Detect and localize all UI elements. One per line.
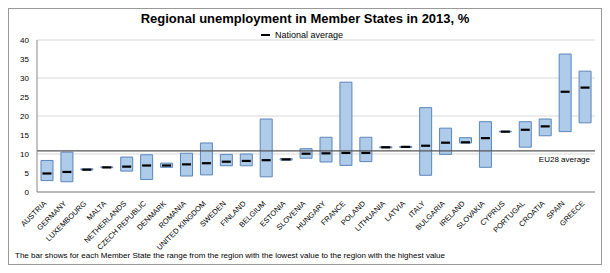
svg-text:GREECE: GREECE — [558, 199, 587, 228]
svg-text:NETHERLANDS: NETHERLANDS — [82, 199, 129, 245]
svg-text:35: 35 — [20, 55, 29, 64]
svg-text:HUNGARY: HUNGARY — [295, 199, 328, 232]
svg-text:30: 30 — [20, 74, 29, 83]
svg-text:10: 10 — [20, 150, 29, 159]
svg-text:FRANCE: FRANCE — [319, 199, 348, 228]
svg-text:LITHUANIA: LITHUANIA — [353, 199, 387, 233]
svg-text:BULGARIA: BULGARIA — [413, 199, 447, 233]
svg-text:25: 25 — [20, 93, 29, 102]
svg-text:15: 15 — [20, 131, 29, 140]
svg-text:PORTUGAL: PORTUGAL — [491, 199, 527, 235]
svg-text:MALTA: MALTA — [84, 199, 109, 223]
html-text:Regional unemployment in Membe: Regional unemployment in Member States i… — [140, 11, 470, 26]
svg-text:ITALY: ITALY — [406, 199, 427, 220]
svg-text:GERMANY: GERMANY — [35, 199, 69, 233]
svg-text:BELGIUM: BELGIUM — [237, 199, 268, 230]
svg-text:POLAND: POLAND — [339, 199, 368, 228]
svg-text:CYPRUS: CYPRUS — [478, 199, 507, 228]
svg-text:0: 0 — [25, 188, 30, 197]
svg-text:SLOVENIA: SLOVENIA — [274, 199, 308, 232]
html-text:National average: National average — [275, 30, 343, 40]
svg-text:40: 40 — [20, 36, 29, 45]
svg-text:EU28 average: EU28 average — [539, 155, 591, 164]
svg-text:SPAIN: SPAIN — [544, 199, 567, 221]
svg-text:SLOVAKIA: SLOVAKIA — [455, 199, 487, 231]
svg-text:SWEDEN: SWEDEN — [198, 199, 228, 229]
svg-text:ESTONIA: ESTONIA — [258, 199, 288, 229]
svg-text:FINLAND: FINLAND — [218, 199, 248, 229]
svg-text:LUXEMBOURG: LUXEMBOURG — [44, 199, 88, 243]
svg-text:ROMANIA: ROMANIA — [156, 199, 188, 231]
html-text:The bar shows for each Member: The bar shows for each Member State the … — [15, 251, 445, 260]
svg-text:IRELAND: IRELAND — [437, 199, 467, 229]
svg-text:AUSTRIA: AUSTRIA — [19, 199, 49, 229]
svg-text:5: 5 — [25, 169, 30, 178]
svg-text:CROATIA: CROATIA — [517, 199, 547, 229]
svg-text:DENMARK: DENMARK — [135, 199, 168, 232]
svg-text:LATVIA: LATVIA — [383, 199, 407, 223]
svg-text:20: 20 — [20, 112, 29, 121]
